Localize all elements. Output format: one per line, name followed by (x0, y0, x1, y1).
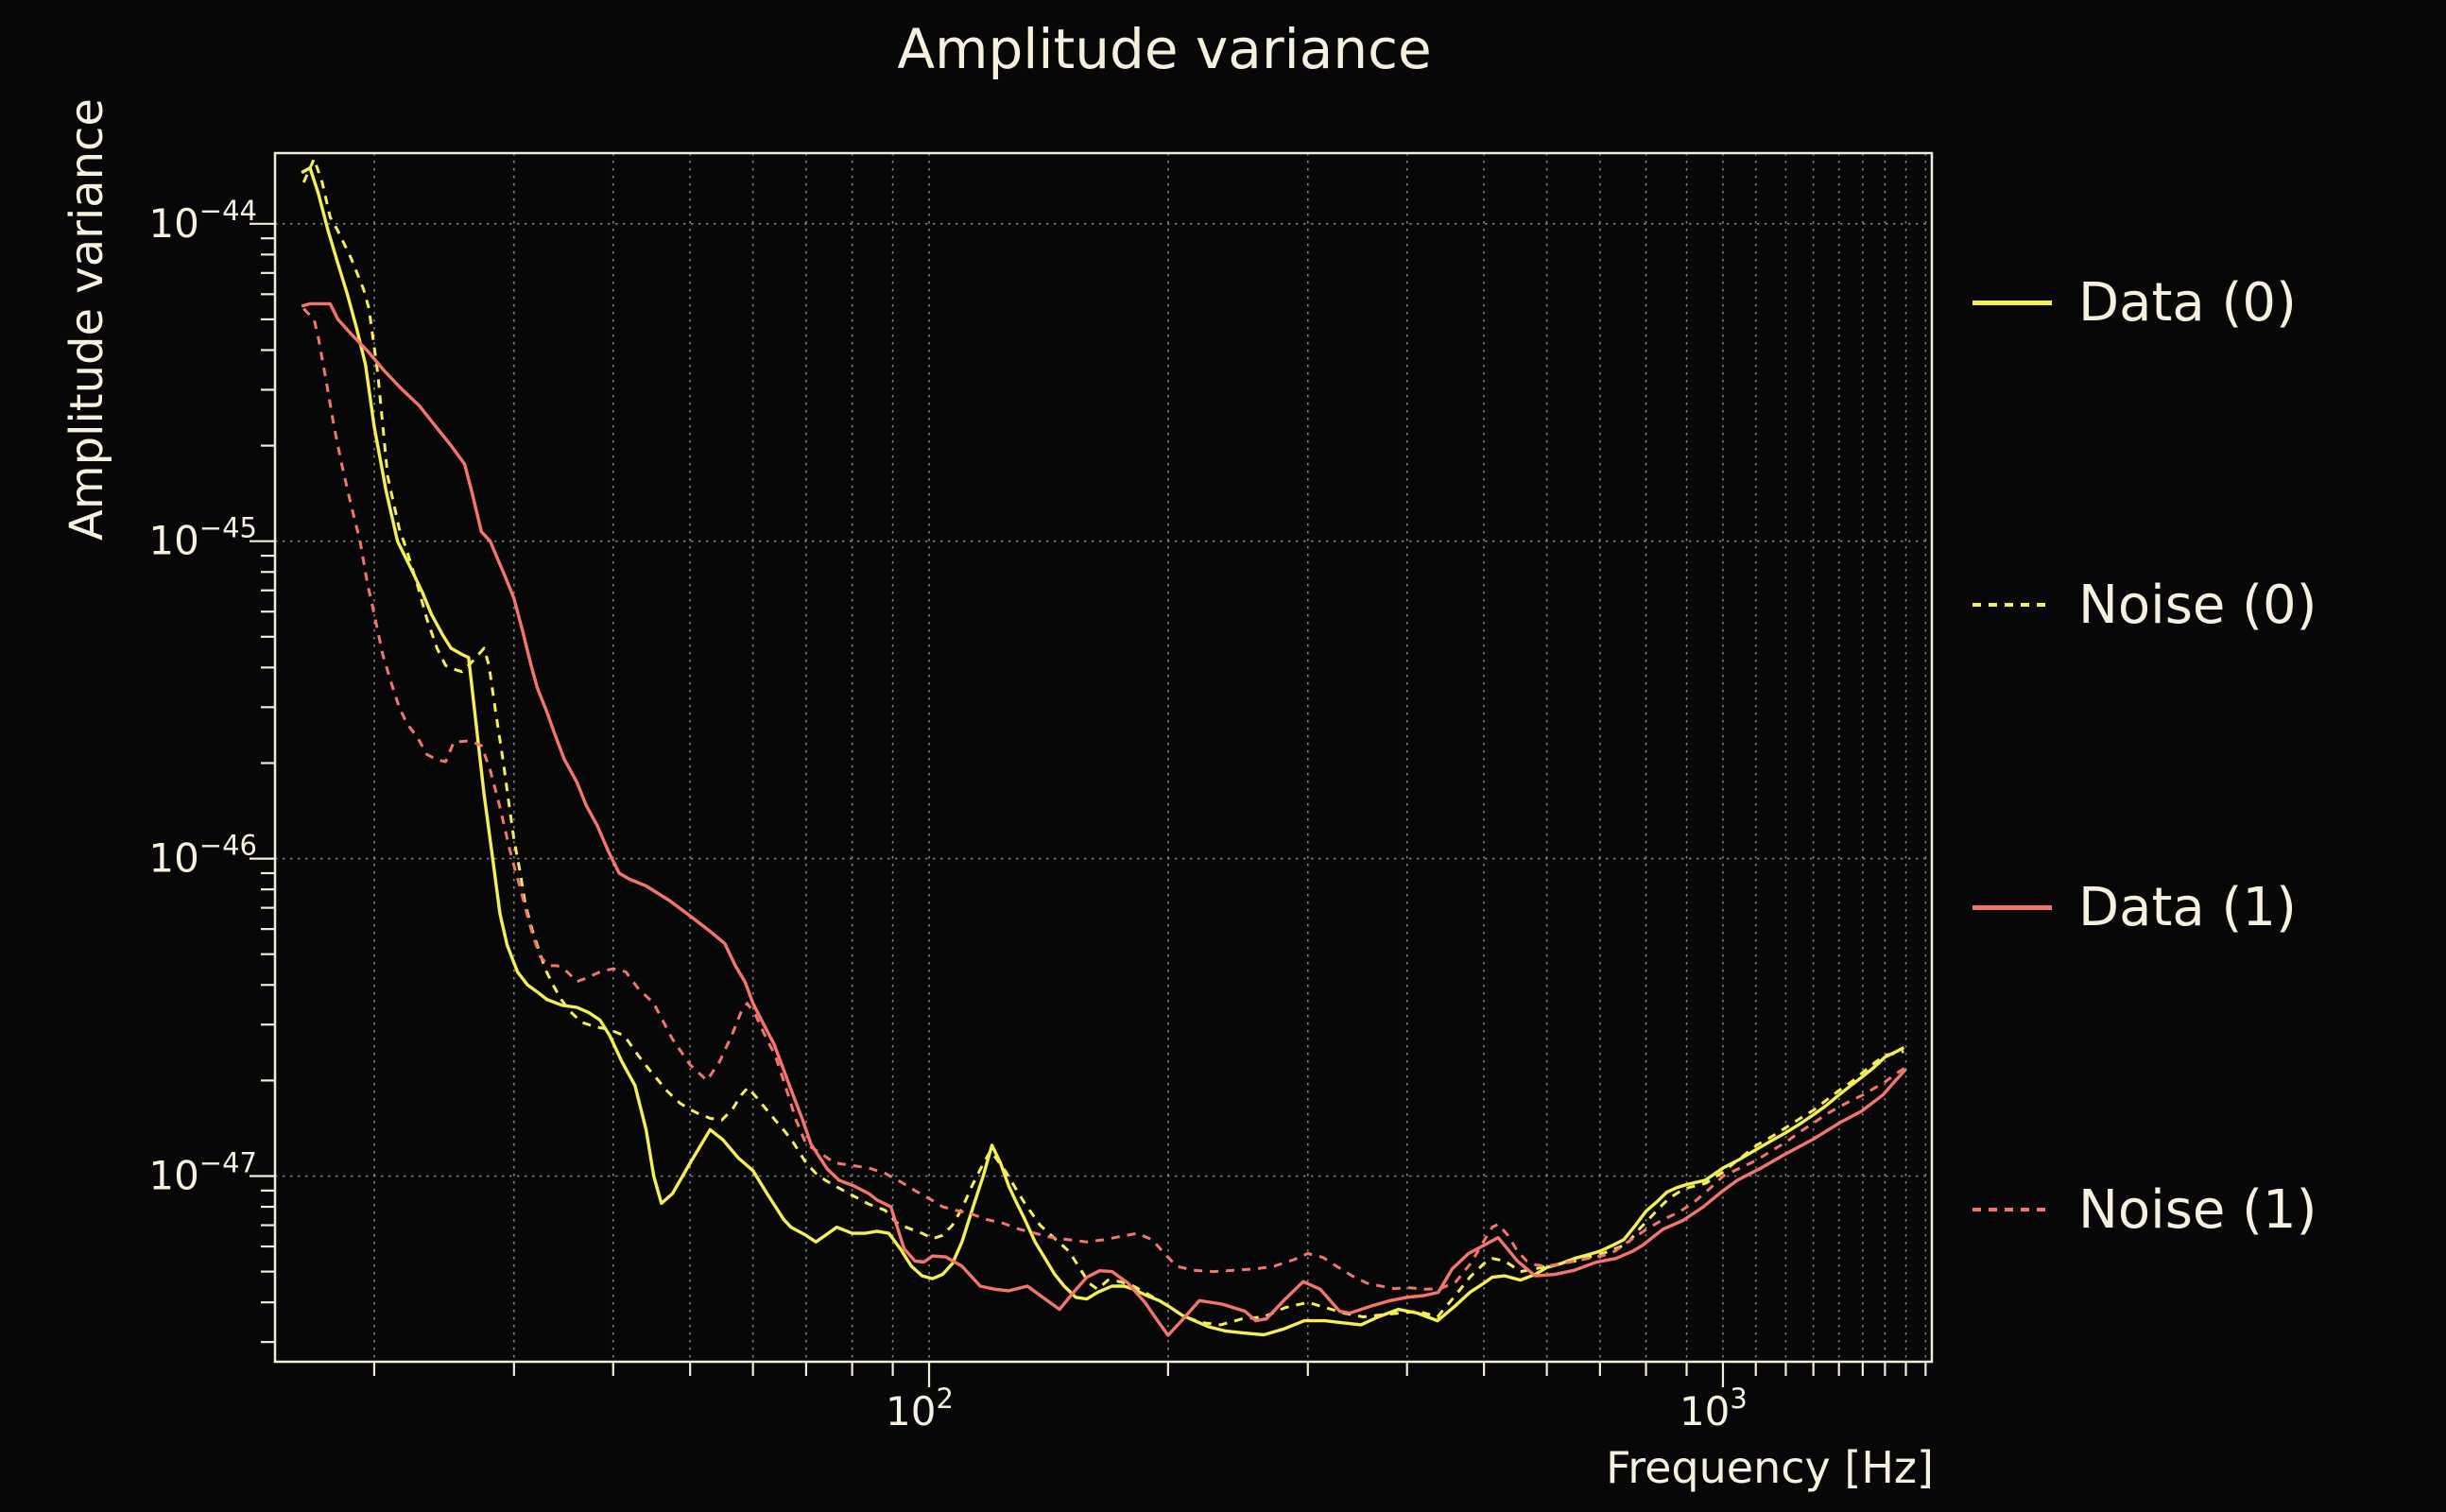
x-axis-label: Frequency [Hz] (1606, 1442, 1934, 1493)
chart-title: Amplitude variance (897, 17, 1432, 81)
tick-label: 102 (886, 1383, 954, 1435)
legend-item-noise-1: Noise (1) (1972, 1172, 2426, 1247)
legend-item-data-1: Data (1) (1972, 869, 2426, 945)
plot-frame (273, 151, 1934, 1364)
legend-line-sample-noise-0 (1972, 603, 2052, 607)
legend-item-data-0: Data (0) (1972, 265, 2426, 340)
series-line-2 (301, 301, 1907, 1337)
gridlines (275, 153, 1932, 1362)
legend-line-sample-noise-1 (1972, 1208, 2052, 1211)
axis-ticks (250, 222, 1927, 1387)
legend-item-noise-0: Noise (0) (1972, 567, 2426, 643)
tick-label: 103 (1679, 1383, 1748, 1435)
tick-label: 10−46 (148, 830, 257, 882)
legend-line-sample-data-0 (1972, 300, 2052, 305)
legend-label-data-0: Data (0) (2078, 271, 2297, 334)
series-line-0 (301, 166, 1905, 1337)
tick-label: 10−44 (148, 195, 257, 247)
tick-label: 10−45 (148, 512, 257, 564)
series-line-3 (302, 307, 1907, 1291)
legend-label-noise-0: Noise (0) (2078, 574, 2317, 636)
tick-label: 10−47 (148, 1146, 257, 1198)
curves (301, 157, 1907, 1337)
legend-label-data-1: Data (1) (2078, 876, 2297, 938)
legend-line-sample-data-1 (1972, 904, 2052, 910)
tick-labels: 102 103 10−44 10−45 10−46 10−47 (148, 195, 1748, 1435)
series-line-1 (301, 157, 1904, 1327)
legend-label-noise-1: Noise (1) (2078, 1178, 2317, 1241)
